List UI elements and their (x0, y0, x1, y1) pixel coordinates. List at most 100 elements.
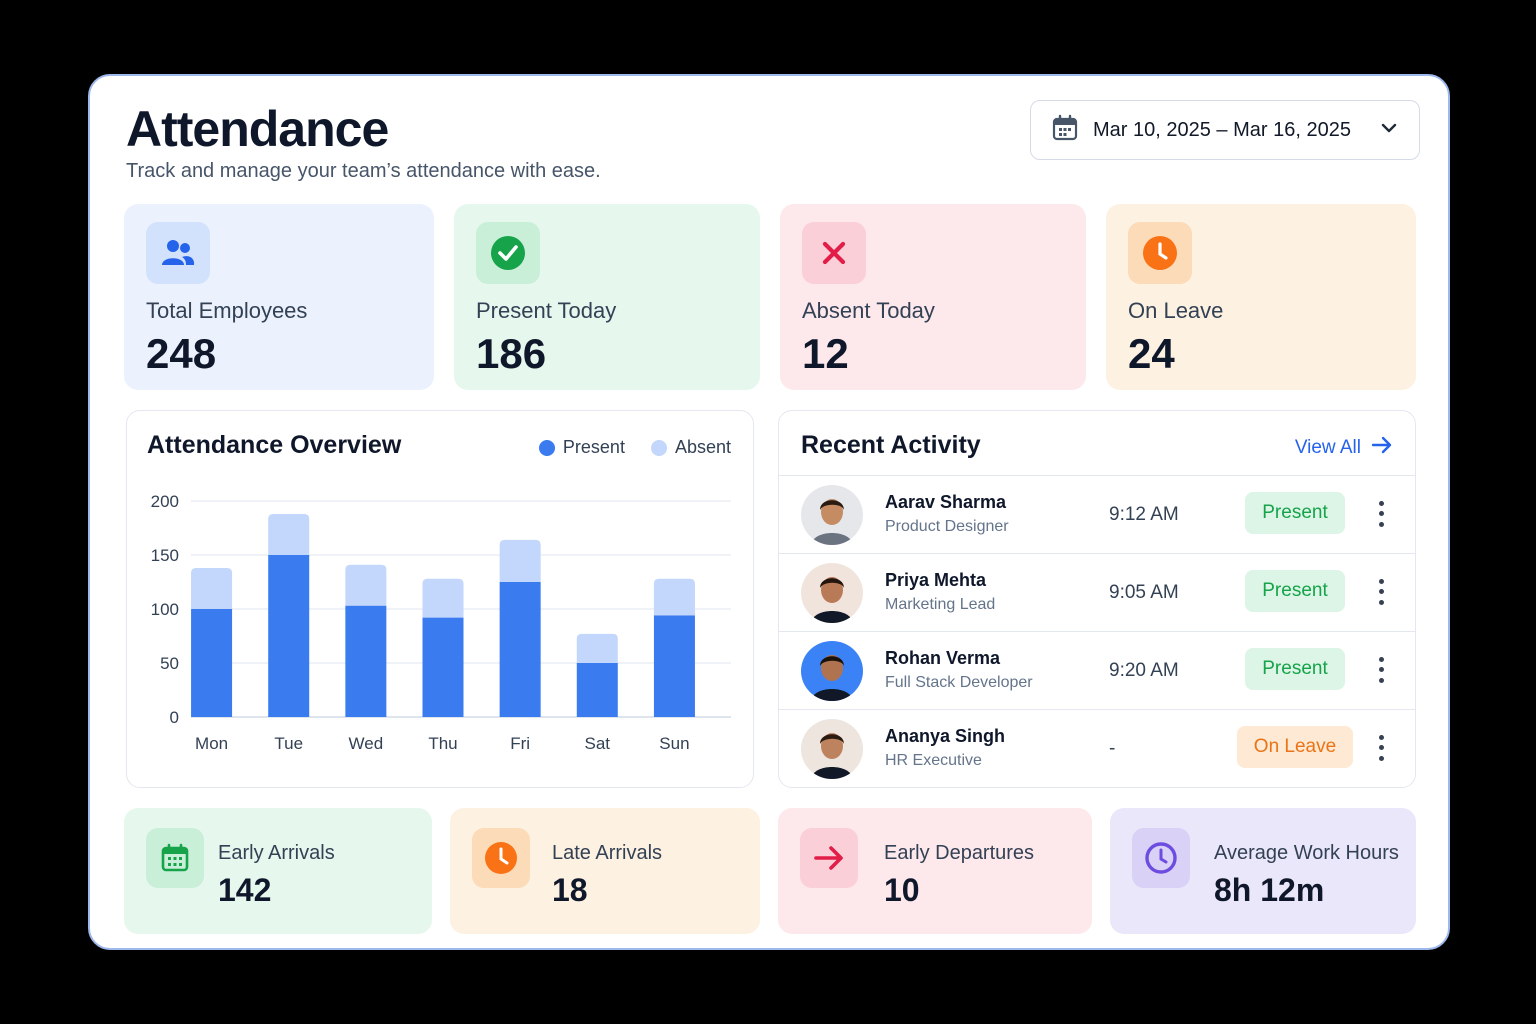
date-range-picker[interactable]: Mar 10, 2025 – Mar 16, 2025 (1030, 100, 1420, 160)
check-circle-icon (476, 222, 540, 284)
panel-title: Attendance Overview (147, 431, 402, 459)
x-icon (802, 222, 866, 284)
legend-swatch (650, 439, 667, 456)
more-options-icon[interactable] (1373, 732, 1389, 764)
page-title: Attendance (126, 101, 389, 157)
view-all-link[interactable]: View All (1295, 435, 1393, 461)
clock-icon (472, 828, 530, 888)
check-in-time: - (1109, 738, 1116, 759)
arrow-right-icon (800, 828, 858, 888)
activity-row[interactable]: Ananya Singh HR Executive - On Leave (779, 709, 1415, 787)
stat-value: 24 (1128, 330, 1175, 377)
x-tick-label: Thu (428, 734, 457, 753)
stat-card-absent-today: Absent Today 12 (780, 204, 1086, 390)
more-options-icon[interactable] (1373, 654, 1389, 686)
activity-row[interactable]: Priya Mehta Marketing Lead 9:05 AM Present (779, 553, 1415, 631)
recent-activity-panel: Recent Activity View All Aarav Sharma Pro… (778, 410, 1416, 788)
x-tick-label: Wed (349, 734, 384, 753)
status-badge: Present (1245, 570, 1345, 612)
avatar (801, 563, 863, 623)
y-tick-label: 200 (151, 492, 179, 511)
clock-outline-icon (1132, 828, 1190, 888)
chevron-down-icon (1379, 118, 1399, 143)
legend-label: Present (562, 437, 625, 457)
legend-item-absent: Absent (650, 437, 731, 458)
bar-absent (653, 578, 695, 616)
status-badge: Present (1245, 492, 1345, 534)
legend-swatch (538, 439, 555, 456)
x-tick-label: Fri (510, 734, 530, 753)
stat-value: 248 (146, 330, 217, 377)
employee-role: Marketing Lead (885, 596, 996, 613)
summary-label: Late Arrivals (552, 842, 663, 864)
calendar-icon (146, 828, 204, 888)
avatar (801, 719, 863, 779)
activity-row[interactable]: Aarav Sharma Product Designer 9:12 AM Prese… (779, 475, 1415, 553)
summary-value: 8h 12m (1214, 872, 1325, 908)
check-in-time: 9:20 AM (1109, 660, 1179, 681)
employee-name: Priya Mehta (885, 570, 987, 590)
status-badge: Present (1245, 648, 1345, 690)
bar-absent (191, 567, 233, 609)
avatar (801, 485, 863, 545)
chart-legend: Present Absent (538, 437, 731, 458)
stat-value: 186 (476, 330, 547, 377)
stat-card-total-employees: Total Employees 248 (124, 204, 434, 390)
bar-present (653, 615, 695, 717)
stat-label: Total Employees (146, 298, 308, 323)
bar-absent (576, 633, 618, 663)
activity-row[interactable]: Rohan Verma Full Stack Developer 9:20 AM Pr… (779, 631, 1415, 709)
summary-card-early-departures: Early Departures 10 (778, 808, 1092, 934)
x-tick-label: Tue (274, 734, 303, 753)
check-in-time: 9:05 AM (1109, 582, 1179, 603)
bar-present (191, 609, 233, 717)
employee-role: Product Designer (885, 518, 1009, 535)
bar-absent (422, 578, 464, 618)
more-options-icon[interactable] (1373, 576, 1389, 608)
stat-card-present-today: Present Today 186 (454, 204, 760, 390)
arrow-right-icon (1371, 435, 1393, 461)
more-options-icon[interactable] (1373, 498, 1389, 530)
attendance-bar-chart: 0 50 100 150 200 Mon Tue Wed Thu Fri Sat Sun (151, 492, 731, 753)
bar-absent (499, 539, 541, 582)
summary-label: Early Arrivals (218, 842, 335, 864)
employee-role: HR Executive (885, 752, 982, 769)
summary-card-late-arrivals: Late Arrivals 18 (450, 808, 760, 934)
y-tick-label: 0 (170, 708, 179, 727)
x-tick-label: Sun (659, 734, 689, 753)
legend-item-present: Present (538, 437, 625, 458)
summary-label: Average Work Hours (1214, 842, 1399, 864)
attendance-overview-panel: Attendance Overview Present Absent 0 50 10… (126, 410, 754, 788)
users-icon (146, 222, 210, 284)
check-in-time: 9:12 AM (1109, 504, 1179, 525)
stat-value: 12 (802, 330, 849, 377)
page-subtitle: Track and manage your team’s attendance … (126, 160, 601, 182)
bar-present (422, 617, 464, 717)
summary-card-early-arrivals: Early Arrivals 142 (124, 808, 432, 934)
status-badge: On Leave (1237, 726, 1353, 768)
y-tick-label: 150 (151, 546, 179, 565)
attendance-dashboard: Attendance Track and manage your team’s … (88, 74, 1450, 950)
summary-value: 18 (552, 872, 588, 908)
x-tick-label: Sat (585, 734, 611, 753)
stat-card-on-leave: On Leave 24 (1106, 204, 1416, 390)
bar-absent (345, 564, 387, 606)
bar-absent (268, 513, 310, 555)
bar-present (268, 555, 310, 717)
summary-label: Early Departures (884, 842, 1035, 864)
bar-present (576, 663, 618, 717)
y-tick-label: 50 (160, 654, 179, 673)
clock-icon (1128, 222, 1192, 284)
calendar-icon (1051, 114, 1079, 147)
date-range-text: Mar 10, 2025 – Mar 16, 2025 (1093, 118, 1351, 141)
x-tick-label: Mon (195, 734, 228, 753)
employee-name: Ananya Singh (885, 726, 1006, 746)
employee-name: Aarav Sharma (885, 492, 1007, 512)
avatar (801, 641, 863, 701)
panel-title: Recent Activity (801, 431, 981, 459)
employee-role: Full Stack Developer (885, 674, 1033, 691)
y-tick-label: 100 (151, 600, 179, 619)
summary-card-average-work-hours: Average Work Hours 8h 12m (1110, 808, 1416, 934)
stat-label: Present Today (476, 298, 617, 323)
bar-present (345, 605, 387, 717)
